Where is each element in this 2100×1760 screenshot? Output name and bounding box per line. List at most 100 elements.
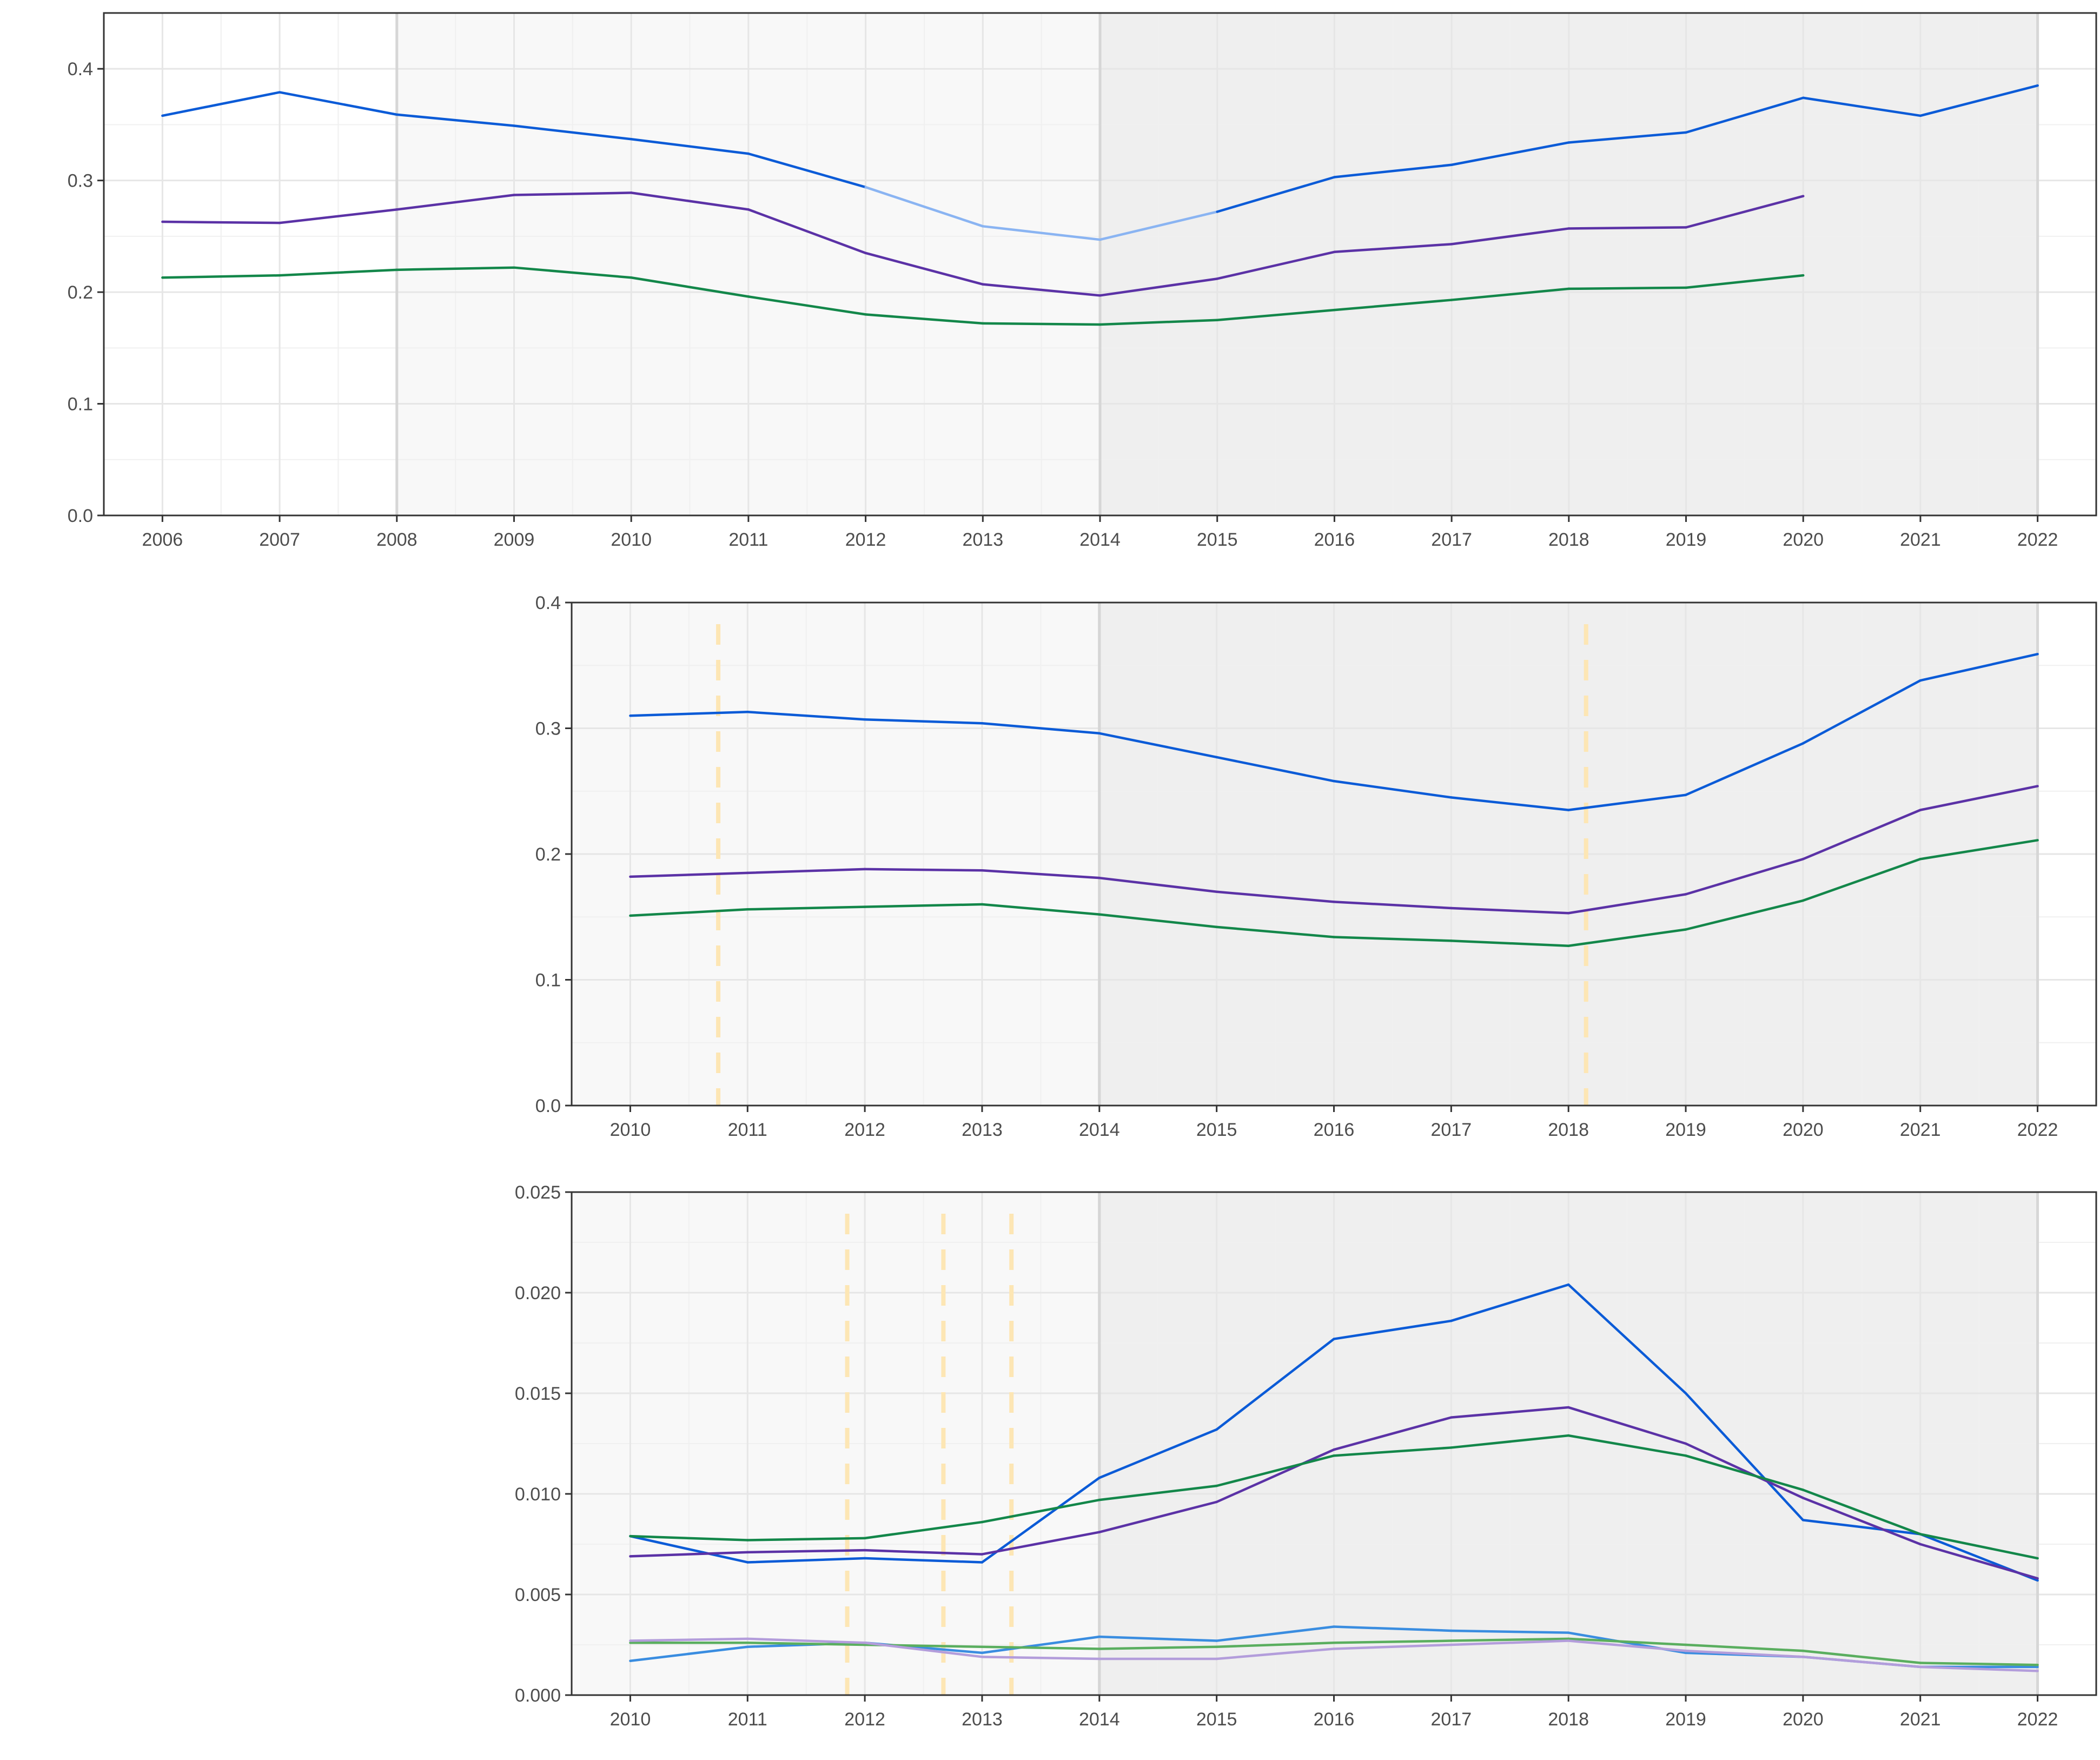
series-line-segment [1450, 1406, 1570, 1419]
x-tick-label: 2014 [1079, 1120, 1120, 1140]
series-line-segment [747, 295, 867, 316]
series-line-segment [629, 1645, 749, 1663]
series-line-segment [1098, 1484, 1218, 1501]
y-tick-label: 0.020 [515, 1283, 561, 1304]
series-line-segment [1801, 1519, 1922, 1536]
x-tick-label: 2020 [1783, 1120, 1824, 1140]
series-line-segment [1919, 1665, 2039, 1672]
series-line-segment [1684, 1392, 1805, 1521]
x-tick-label: 2018 [1548, 1709, 1589, 1730]
series-line-segment [1567, 1639, 1687, 1652]
series-line-segment [1450, 287, 1571, 301]
series-line-segment [1215, 890, 1335, 903]
y-tick-label: 0.000 [515, 1685, 561, 1706]
series-line-segment [863, 1642, 984, 1658]
series-line-segment [1450, 1283, 1570, 1322]
series-line-segment [1919, 1662, 2039, 1666]
series-line-segment [1801, 679, 1922, 745]
series-line-segment [278, 91, 399, 116]
series-line-segment [746, 868, 866, 875]
y-tick-label: 0.015 [515, 1384, 561, 1404]
series-line-segment [1450, 1637, 1570, 1642]
series-line-segment [1684, 742, 1805, 796]
series-line-segment [1333, 1625, 1453, 1632]
x-tick-label: 2013 [962, 530, 1003, 550]
x-tick-label: 2011 [728, 530, 768, 550]
x-tick-label: 2012 [845, 530, 886, 550]
x-tick-label: 2017 [1431, 1709, 1472, 1730]
series-line-segment [1333, 299, 1453, 312]
y-tick-label: 0.1 [535, 970, 561, 991]
series-line-segment [1567, 928, 1687, 947]
series-line-segment [161, 91, 281, 117]
series-line-segment [1098, 1428, 1218, 1479]
x-tick-label: 2022 [2017, 530, 2058, 550]
series-line-segment [629, 1534, 749, 1541]
series-line-segment [1333, 1643, 1453, 1650]
x-tick-label: 2009 [494, 530, 535, 550]
series-line-segment [1919, 1533, 2039, 1560]
series-line-segment [1215, 1625, 1335, 1642]
series-line-segment [1450, 1629, 1570, 1634]
series-line-segment [1450, 141, 1571, 167]
series-line-segment [629, 711, 749, 717]
series-line-segment [1567, 793, 1687, 811]
series-line-segment [1216, 176, 1336, 213]
series-line-segment [395, 113, 515, 127]
series-line-segment [1215, 756, 1335, 783]
series-line-segment [864, 313, 984, 325]
x-tick-label: 2019 [1666, 530, 1707, 550]
series-line-segment [1685, 195, 1805, 229]
series-line-segment [1098, 913, 1218, 929]
series-line-segment [1333, 1319, 1453, 1340]
y-tick-label: 0.1 [68, 394, 93, 415]
x-tick-label: 2007 [259, 530, 300, 550]
series-line-segment [1215, 925, 1335, 938]
series-line-segment [1333, 1416, 1453, 1451]
series-line-segment [629, 871, 749, 878]
series-line-segment [629, 908, 749, 917]
series-line-segment [746, 1549, 866, 1554]
y-tick-label: 0.3 [68, 171, 93, 191]
x-tick-label: 2018 [1548, 1120, 1589, 1140]
series-line-segment [1098, 1500, 1218, 1533]
series-line-segment [746, 1637, 866, 1644]
series-line-segment [1684, 1643, 1805, 1652]
series-line-segment [1215, 1338, 1335, 1431]
y-tick-label: 0.0 [535, 1096, 561, 1116]
series-line-segment [1333, 936, 1453, 942]
x-tick-label: 2021 [1900, 1709, 1941, 1730]
series-line-segment [1450, 796, 1570, 811]
series-line-segment [1215, 1642, 1335, 1648]
x-tick-label: 2010 [611, 530, 652, 550]
series-line-segment [1919, 785, 2039, 811]
series-line-segment [630, 138, 750, 155]
x-tick-label: 2013 [962, 1709, 1003, 1730]
series-line-segment [981, 903, 1101, 916]
series-line-segment [629, 1534, 749, 1564]
series-line-segment [1685, 96, 1805, 134]
x-tick-label: 2017 [1431, 530, 1472, 550]
series-line-segment [1919, 84, 2039, 117]
series-line-segment [1567, 226, 1687, 230]
x-tick-label: 2010 [610, 1120, 651, 1140]
series-line-segment [1684, 899, 1805, 931]
series-line-segment [1333, 163, 1453, 178]
series-line-segment [1567, 131, 1687, 144]
series-line-segment [630, 276, 750, 298]
x-tick-label: 2012 [844, 1120, 885, 1140]
series-line-segment [1098, 319, 1218, 326]
y-tick-label: 0.025 [515, 1182, 561, 1203]
series-line-segment [1684, 1442, 1805, 1499]
x-tick-label: 2015 [1197, 530, 1238, 550]
series-line-segment [982, 322, 1102, 326]
series-line-segment [1450, 907, 1570, 915]
series-line-segment [1215, 1647, 1335, 1660]
series-line-segment [747, 152, 867, 189]
series-line-segment [629, 1551, 749, 1558]
series-line-segment [746, 1537, 866, 1541]
series-line-segment [1098, 210, 1218, 241]
x-tick-label: 2014 [1079, 530, 1121, 550]
y-tick-label: 0.005 [515, 1585, 561, 1605]
x-tick-label: 2008 [376, 530, 418, 550]
